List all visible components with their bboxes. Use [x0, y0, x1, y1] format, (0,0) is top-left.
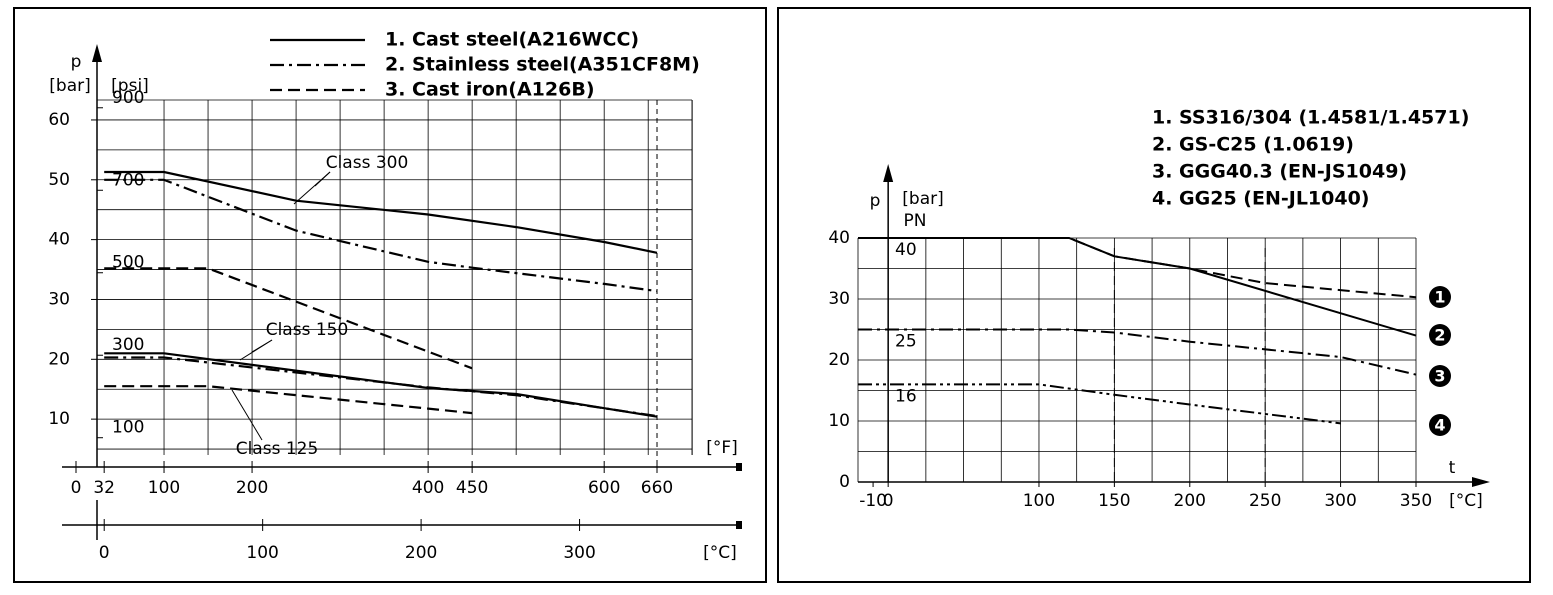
- x-tick-label: 200: [1174, 491, 1206, 511]
- annotation: Class 300: [326, 153, 409, 173]
- series-line: [858, 383, 1341, 425]
- y2-unit: [psi]: [111, 76, 149, 96]
- x2-tick-label: 300: [563, 543, 595, 563]
- series-line: [104, 356, 658, 418]
- x-unit: [°F]: [706, 438, 738, 458]
- y-unit: [bar]: [49, 76, 90, 96]
- x-tick-label: 250: [1249, 491, 1281, 511]
- y-tick-label: 30: [828, 289, 850, 309]
- legend-label: 3. GGG40.3 (EN-JS1049): [1152, 161, 1407, 183]
- legend-label: 1. SS316/304 (1.4581/1.4571): [1152, 107, 1469, 129]
- y-tick-label: 10: [48, 409, 70, 429]
- y-tick-label: 50: [48, 170, 70, 190]
- y-tick-label: 10: [828, 411, 850, 431]
- x-tick-label: 100: [1023, 491, 1055, 511]
- series-line: [858, 237, 1417, 299]
- marker-label: 4: [1434, 416, 1445, 435]
- annotation: Class 150: [266, 320, 349, 340]
- x-tick-label: -10: [859, 491, 887, 511]
- series-line: [858, 328, 1417, 376]
- x-tick-label: 400: [412, 478, 444, 498]
- pn-label: 16: [895, 386, 917, 406]
- y2-tick-label: 500: [112, 253, 144, 273]
- leader-line: [314, 171, 331, 187]
- y2-tick-label: 700: [112, 170, 144, 190]
- x-tick-label: 150: [1098, 491, 1130, 511]
- axis-arrow: [92, 44, 102, 62]
- y-unit: [bar]: [902, 189, 943, 209]
- y-tick-label: 0: [839, 472, 850, 492]
- axis-arrow: [883, 164, 894, 182]
- leader-line: [251, 339, 273, 353]
- x-tick-label: 32: [93, 478, 115, 498]
- x2-tick-label: 0: [99, 543, 110, 563]
- y-tick-label: 40: [828, 228, 850, 248]
- series-line: [858, 237, 1417, 337]
- y2-tick-label: 300: [112, 335, 144, 355]
- x2-tick-label: 100: [246, 543, 278, 563]
- series-line: [104, 170, 658, 254]
- marker-label: 1: [1434, 288, 1445, 307]
- axis-end: [736, 463, 742, 471]
- x-tick-label: 200: [236, 478, 268, 498]
- marker-badge: [1429, 414, 1451, 436]
- marker-badge: [1429, 286, 1451, 308]
- legend-label: 4. GG25 (EN-JL1040): [1152, 188, 1370, 210]
- x-tick-label: 660: [641, 478, 673, 498]
- right-panel-frame: [777, 7, 1531, 583]
- x-tick-label: 600: [588, 478, 620, 498]
- series-line: [104, 267, 473, 370]
- x2-tick-label: 200: [405, 543, 437, 563]
- y-tick-label: 60: [48, 110, 70, 130]
- axis-arrow: [1472, 477, 1490, 487]
- x-tick-label: 300: [1324, 491, 1356, 511]
- y-tick-label: 30: [48, 289, 70, 309]
- series-line: [104, 352, 658, 418]
- marker-label: 2: [1434, 326, 1445, 345]
- x-tick-label: 0: [71, 478, 82, 498]
- marker-badge: [1429, 324, 1451, 346]
- marker-badge: [1429, 365, 1451, 387]
- series-line: [104, 178, 658, 293]
- series-line: [104, 385, 473, 415]
- y2-tick-label: 100: [112, 418, 144, 438]
- x-tick-label: 450: [456, 478, 488, 498]
- x-unit: [°C]: [1449, 491, 1483, 511]
- x-axis-label: t: [1449, 458, 1456, 478]
- y-axis-label: p: [870, 191, 881, 211]
- pn-label: 25: [895, 332, 917, 352]
- x2-unit: [°C]: [703, 543, 737, 563]
- annotation: Class 125: [236, 439, 319, 459]
- legend-label: 3. Cast iron(A126B): [385, 79, 595, 101]
- left-panel-frame: [13, 7, 767, 583]
- axis-end: [736, 521, 742, 529]
- marker-label: 3: [1434, 367, 1445, 386]
- legend-label: 2. GS-C25 (1.0619): [1152, 134, 1354, 156]
- y-axis-label: p: [71, 52, 82, 72]
- leader-line: [231, 389, 263, 441]
- pn-label: 40: [895, 240, 917, 260]
- y-tick-label: 40: [48, 230, 70, 250]
- legend-label: 1. Cast steel(A216WCC): [385, 29, 639, 51]
- y-tick-label: 20: [48, 349, 70, 369]
- y-tick-label: 20: [828, 350, 850, 370]
- x-tick-label: 100: [148, 478, 180, 498]
- legend-label: 2. Stainless steel(A351CF8M): [385, 54, 700, 76]
- y-unit-pn: PN: [904, 211, 927, 231]
- y2-tick-label: 900: [112, 88, 144, 108]
- x-tick-label: 0: [883, 491, 894, 511]
- x-tick-label: 350: [1400, 491, 1432, 511]
